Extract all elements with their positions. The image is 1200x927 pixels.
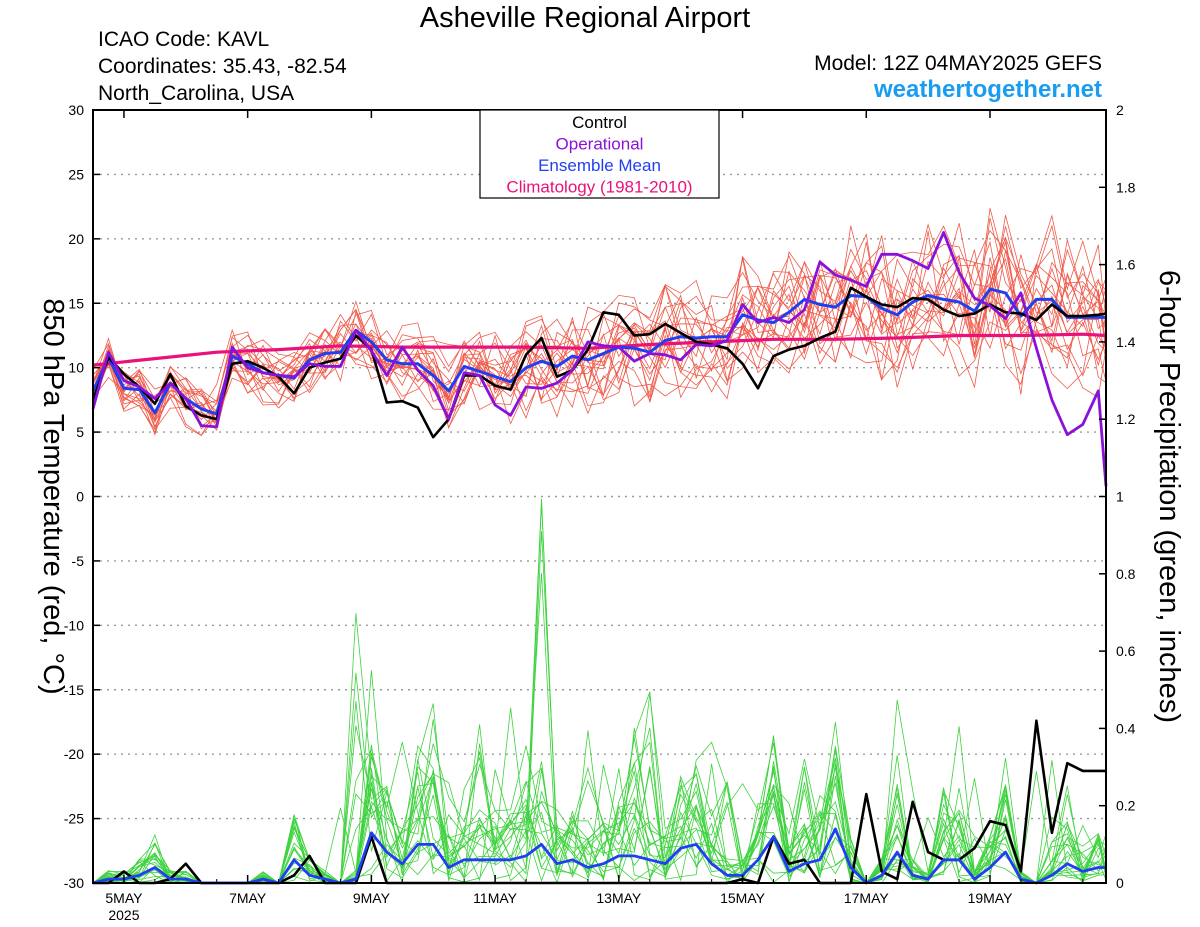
mean-precip-line <box>92 827 1106 885</box>
y-left-tick-label: -10 <box>64 617 84 633</box>
y-right-tick-label: 1 <box>1116 489 1124 505</box>
temp-member-line <box>92 239 1107 424</box>
precip-member-line <box>92 748 1107 884</box>
y-right-tick-label: 2 <box>1116 102 1124 118</box>
x-tick-label: 19MAY <box>968 890 1014 906</box>
y-left-tick-label: 0 <box>76 489 84 505</box>
precip-member-line <box>92 767 1107 884</box>
temp-member-line <box>92 226 1107 424</box>
temp-member-line <box>92 240 1107 420</box>
legend-box <box>479 109 720 199</box>
y-left-tick-label: 30 <box>68 102 84 118</box>
y-right-tick-label: 0 <box>1116 875 1124 891</box>
coordinates: Coordinates: 35.43, -82.54 <box>98 55 347 78</box>
control-temp-line <box>91 286 1107 439</box>
y-left-tick-label: -30 <box>64 875 84 891</box>
y-left-tick-label: 15 <box>68 295 84 311</box>
y-right-tick-label: 0.8 <box>1116 566 1136 582</box>
x-tick-label: 9MAY <box>353 890 391 906</box>
chart-title: Asheville Regional Airport <box>419 2 751 34</box>
site-credit[interactable]: weathertogether.net <box>873 76 1102 103</box>
legend-entry: Operational <box>556 135 644 154</box>
temp-member-line <box>92 236 1107 423</box>
temp-member-line <box>92 249 1107 421</box>
precip-member-line <box>92 691 1107 884</box>
legend-entry: Climatology (1981-2010) <box>506 178 692 197</box>
y-right-tick-label: 0.4 <box>1116 720 1136 736</box>
y-right-tick-label: 1.6 <box>1116 257 1136 273</box>
temp-member-line <box>92 230 1107 436</box>
x-tick-label: 15MAY <box>720 890 766 906</box>
grid-lines <box>93 173 1106 820</box>
y-left-tick-label: -15 <box>64 682 84 698</box>
x-tick-label: 5MAY <box>105 890 143 906</box>
temp-member-line <box>92 225 1107 430</box>
legend: Control Operational Ensemble Mean Climatolo… <box>479 109 720 199</box>
y-left-tick-label: -25 <box>64 811 84 827</box>
y-right-axis-label: 6-hour Precipitation (green, inches) <box>1153 270 1185 723</box>
y-left-tick-label: 20 <box>68 231 84 247</box>
axes: 302520151050-5-10-15-20-25-3021.81.61.41… <box>37 102 1185 923</box>
precip-member-line <box>92 531 1107 884</box>
x-tick-label: 13MAY <box>596 890 642 906</box>
x-tick-label: 7MAY <box>229 890 267 906</box>
y-right-tick-label: 1.2 <box>1116 411 1136 427</box>
y-right-tick-label: 1.4 <box>1116 334 1136 350</box>
y-left-tick-label: -5 <box>72 553 85 569</box>
precip-member-line <box>92 613 1107 884</box>
y-right-tick-label: 0.6 <box>1116 643 1136 659</box>
temp-member-line <box>92 223 1107 419</box>
operational-temp-line <box>91 231 1108 487</box>
main-series <box>91 231 1108 885</box>
y-right-tick-label: 1.8 <box>1116 179 1136 195</box>
model-run: Model: 12Z 04MAY2025 GEFS <box>814 52 1102 75</box>
ensemble-members <box>92 208 1107 884</box>
y-left-tick-label: 5 <box>76 424 84 440</box>
x-tick-label: 17MAY <box>844 890 890 906</box>
y-left-tick-label: 10 <box>68 360 84 376</box>
x-tick-sublabel: 2025 <box>108 907 139 923</box>
y-left-tick-label: 25 <box>68 166 84 182</box>
temp-member-line <box>92 259 1107 436</box>
x-tick-label: 11MAY <box>473 890 517 906</box>
temp-member-line <box>92 223 1107 428</box>
legend-entry: Control <box>572 113 627 132</box>
y-left-tick-label: -20 <box>64 746 84 762</box>
icao-code: ICAO Code: KAVL <box>98 28 270 51</box>
y-right-tick-label: 0.2 <box>1116 798 1136 814</box>
legend-entry: Ensemble Mean <box>538 156 661 175</box>
y-left-axis-label: 850 hPa Temperature (red, °C) <box>37 298 69 694</box>
region: North_Carolina, USA <box>98 82 295 105</box>
